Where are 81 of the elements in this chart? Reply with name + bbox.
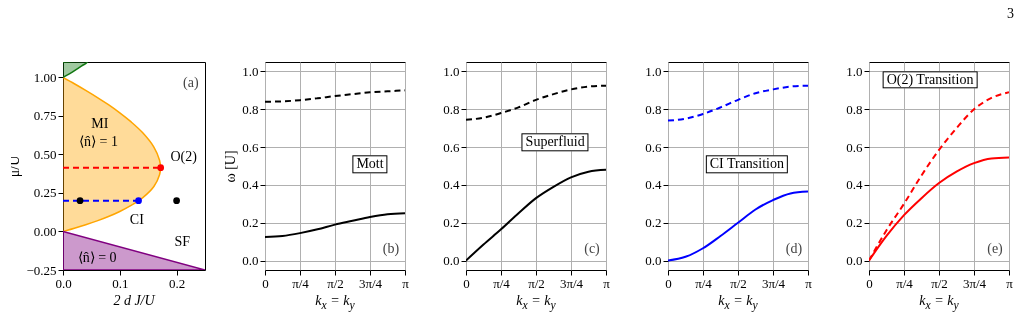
y-tick-label: 0.8: [645, 101, 662, 117]
x-axis-title: k$_{x}$ = k$_{y}$: [516, 293, 556, 312]
x-tick-label: 0: [665, 275, 672, 291]
y-tick-label: 0.6: [645, 139, 662, 155]
annotation: SF: [174, 234, 191, 250]
annotation: Mott: [352, 155, 388, 173]
x-tick-label: π/4: [695, 275, 713, 291]
x-tick-label: 0: [463, 275, 470, 291]
annotation: O(2) Transition: [882, 71, 978, 89]
y-tick-label: 0.4: [645, 177, 662, 193]
x-tick-label: 0.0: [55, 275, 72, 291]
x-tick-label: 0.2: [168, 275, 186, 291]
annotation: (e): [987, 241, 1003, 257]
y-tick-label: 0.50: [33, 146, 57, 162]
y-tick-label: 0.6: [846, 139, 863, 155]
x-tick-label: π: [805, 275, 813, 291]
annotation: CI Transition: [705, 155, 788, 173]
x-tick-label: 0.1: [112, 275, 129, 291]
y-tick-label: 0.2: [846, 215, 863, 231]
x-axis-title: k$_{x}$ = k$_{y}$: [718, 293, 758, 312]
x-tick-label: π/2: [528, 275, 545, 291]
text: 3: [1007, 6, 1014, 22]
y-tick-label: 0.25: [33, 185, 57, 201]
x-tick-label: π/2: [931, 275, 948, 291]
y-tick-label: 0.0: [645, 253, 662, 269]
x-tick-label: π: [1006, 275, 1014, 291]
x-axis-title: k$_{x}$ = k$_{y}$: [919, 293, 959, 312]
x-tick-label: 0: [262, 275, 269, 291]
annotation: (b): [382, 241, 400, 257]
y-tick-label: 0.8: [242, 101, 259, 117]
y-axis-title: ω [U]: [223, 150, 239, 183]
x-tick-label: π/4: [896, 275, 914, 291]
annotation: ⟨n̂⟩ = 1: [79, 133, 118, 150]
annotation: O(2): [170, 149, 197, 166]
line-series: [668, 190, 808, 262]
x-tick-label: π/4: [493, 275, 511, 291]
annotation: CI: [129, 212, 144, 228]
annotation: ⟨n̂⟩ = 0: [77, 250, 117, 266]
line-series: [668, 84, 808, 122]
y-tick-label: 1.00: [33, 69, 57, 85]
x-tick-label: π: [603, 275, 611, 291]
y-tick-label: 1.0: [242, 63, 259, 79]
x-axis-title: k$_{x}$ = k$_{y}$: [315, 293, 355, 312]
y-tick-label: 0.0: [242, 253, 259, 269]
y-tick-label: 0.2: [443, 215, 460, 231]
y-tick-label: −0.25: [26, 262, 57, 278]
y-tick-label: 0.4: [846, 177, 863, 193]
x-tick-label: π/2: [327, 275, 344, 291]
y-tick-label: 0.0: [443, 253, 460, 269]
x-axis-title: 2 d J/U: [113, 293, 155, 308]
x-tick-label: 3π/4: [962, 275, 987, 291]
annotation: (c): [584, 241, 600, 257]
y-tick-label: 0.6: [443, 139, 460, 155]
y-tick-label: 0.0: [846, 253, 863, 269]
y-tick-label: 0.8: [443, 101, 460, 117]
x-tick-label: 3π/4: [761, 275, 786, 291]
x-tick-label: π: [402, 275, 410, 291]
x-tick-label: π/2: [730, 275, 747, 291]
y-tick-label: 0.6: [242, 139, 259, 155]
y-tick-label: 1.0: [443, 63, 460, 79]
y-tick-label: 0.00: [33, 223, 57, 239]
y-tick-label: 0.2: [242, 215, 259, 231]
x-tick-label: π/4: [292, 275, 310, 291]
y-tick-label: 0.4: [443, 177, 460, 193]
y-tick-label: 0.2: [645, 215, 662, 231]
annotation: (d): [785, 241, 803, 257]
y-tick-label: 0.75: [33, 108, 57, 124]
annotation: Superfluid: [521, 133, 589, 151]
y-axis-title: μ/U: [7, 155, 23, 178]
annotation: (a): [183, 75, 199, 91]
y-tick-label: 0.4: [242, 177, 259, 193]
y-tick-label: 1.0: [846, 63, 863, 79]
line-series: [265, 89, 405, 103]
x-tick-label: 3π/4: [358, 275, 383, 291]
y-tick-label: 0.8: [846, 101, 863, 117]
x-tick-label: 0: [866, 275, 873, 291]
line-series: [265, 212, 405, 238]
annotation: MI: [91, 116, 109, 133]
y-tick-label: 1.0: [645, 63, 662, 79]
x-tick-label: 3π/4: [559, 275, 584, 291]
line-series: [466, 84, 606, 121]
